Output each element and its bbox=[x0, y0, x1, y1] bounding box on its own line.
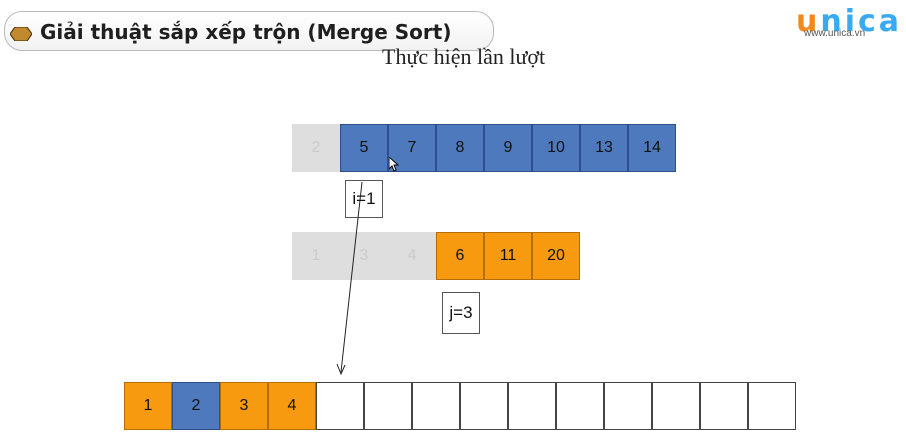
logo-url: www.unica.vn bbox=[804, 28, 866, 39]
title-bar bbox=[4, 11, 494, 51]
array-b-cell: 20 bbox=[532, 232, 580, 280]
array-a-cell: 9 bbox=[484, 124, 532, 172]
array-a-ghost-cell: 2 bbox=[292, 124, 340, 172]
page-subtitle: Thực hiện lần lượt bbox=[382, 44, 546, 69]
page-title: Giải thuật sắp xếp trộn (Merge Sort) bbox=[40, 20, 452, 44]
result-cell-empty bbox=[748, 382, 796, 430]
result-cell-empty bbox=[364, 382, 412, 430]
array-a-cell: 13 bbox=[580, 124, 628, 172]
result-cell-empty bbox=[604, 382, 652, 430]
array-b-ghost-cell: 1 bbox=[292, 232, 340, 280]
index-j-label: j=3 bbox=[442, 292, 480, 334]
result-cell-empty bbox=[508, 382, 556, 430]
array-b-cell: 11 bbox=[484, 232, 532, 280]
result-cell-filled: 4 bbox=[268, 382, 316, 430]
result-cell-empty bbox=[556, 382, 604, 430]
array-b-ghost-cell: 3 bbox=[340, 232, 388, 280]
result-cell-empty bbox=[460, 382, 508, 430]
hexagon-bullet-icon bbox=[10, 27, 32, 41]
array-a-cell: 10 bbox=[532, 124, 580, 172]
array-a-cell: 14 bbox=[628, 124, 676, 172]
array-a-cell: 8 bbox=[436, 124, 484, 172]
index-i-label: i=1 bbox=[345, 180, 383, 218]
result-cell-filled: 2 bbox=[172, 382, 220, 430]
mouse-pointer-icon bbox=[389, 157, 399, 172]
result-cell-empty bbox=[316, 382, 364, 430]
result-cell-empty bbox=[652, 382, 700, 430]
result-cell-empty bbox=[700, 382, 748, 430]
result-cell-filled: 1 bbox=[124, 382, 172, 430]
result-cell-empty bbox=[412, 382, 460, 430]
array-a-cell: 5 bbox=[340, 124, 388, 172]
unica-logo: unica bbox=[796, 4, 903, 39]
array-b-cell: 6 bbox=[436, 232, 484, 280]
result-cell-filled: 3 bbox=[220, 382, 268, 430]
array-b-ghost-cell: 4 bbox=[388, 232, 436, 280]
